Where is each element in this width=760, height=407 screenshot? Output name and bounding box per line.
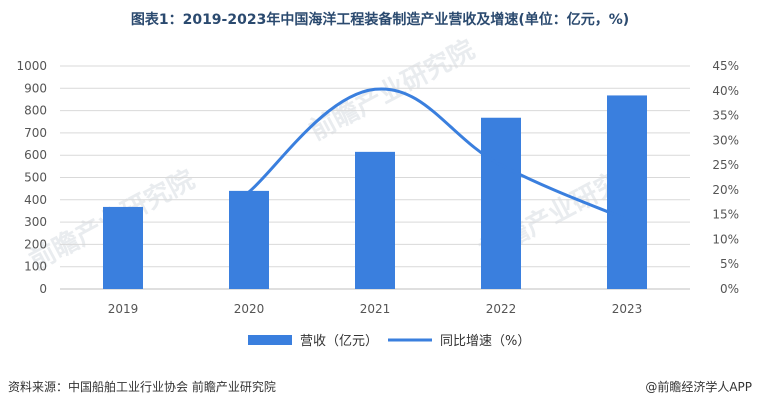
y-right-tick-label: 35% (712, 109, 739, 123)
legend-swatch-bar (248, 335, 292, 345)
y-left-tick-label: 100 (24, 260, 47, 274)
y-left-tick-label: 800 (24, 104, 47, 118)
y-left-tick-label: 0 (39, 282, 47, 296)
y-right-tick-label: 25% (712, 158, 739, 172)
bar (103, 206, 143, 289)
x-tick-label: 2022 (486, 302, 517, 316)
legend-label-bar: 营收（亿元） (300, 334, 378, 349)
y-right-tick-label: 40% (712, 84, 739, 98)
x-tick-label: 2021 (360, 302, 391, 316)
x-tick-label: 2020 (234, 302, 265, 316)
x-tick-label: 2023 (612, 302, 643, 316)
legend: 营收（亿元） 同比增速（%） (248, 334, 530, 349)
y-left-tick-label: 400 (24, 193, 47, 207)
y-right-tick-label: 45% (712, 59, 739, 73)
x-axis-ticks: 2019 2020 2021 2022 2023 (108, 302, 643, 316)
y-right-tick-label: 20% (712, 183, 739, 197)
y-right-tick-label: 5% (720, 257, 739, 271)
bar (481, 117, 521, 290)
brand-note: @前瞻经济学人APP (645, 380, 752, 394)
bar (607, 95, 647, 289)
y-right-tick-label: 10% (712, 232, 739, 246)
y-right-tick-label: 30% (712, 133, 739, 147)
left-axis-ticks: 0 100 200 300 400 500 600 700 800 900 1000 (16, 59, 47, 296)
y-right-tick-label: 15% (712, 208, 739, 222)
source-note: 资料来源：中国船舶工业行业协会 前瞻产业研究院 (8, 380, 276, 394)
y-left-tick-label: 700 (24, 126, 47, 140)
line-series (247, 87, 629, 222)
right-axis-ticks: 0% 5% 10% 15% 20% 25% 30% 35% 40% 45% (712, 59, 739, 296)
chart-title: 图表1：2019-2023年中国海洋工程装备制造产业营收及增速(单位：亿元，%) (130, 12, 630, 28)
bar (229, 190, 269, 289)
bar (355, 151, 395, 289)
y-left-tick-label: 300 (24, 215, 47, 229)
legend-label-line: 同比增速（%） (440, 334, 530, 349)
y-right-tick-label: 0% (720, 282, 739, 296)
y-left-tick-label: 600 (24, 148, 47, 162)
x-tick-label: 2019 (108, 302, 139, 316)
bar-series (103, 95, 647, 290)
y-left-tick-label: 200 (24, 237, 47, 251)
growth-line (247, 87, 629, 222)
y-left-tick-label: 900 (24, 81, 47, 95)
y-left-tick-label: 1000 (16, 59, 47, 73)
y-left-tick-label: 500 (24, 171, 47, 185)
